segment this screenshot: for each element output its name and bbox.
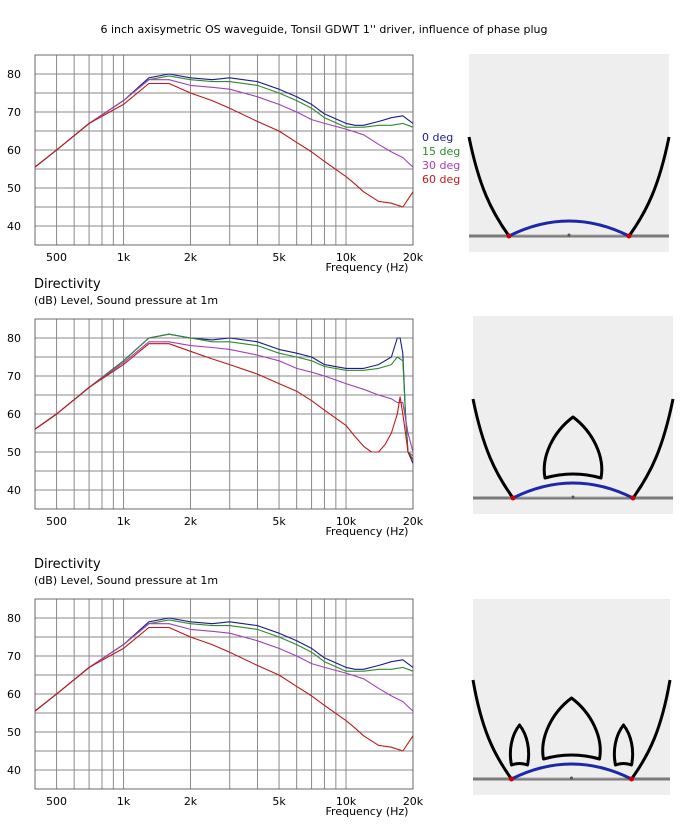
waveguide-wall-left xyxy=(471,679,513,780)
legend-item: 0 deg xyxy=(422,131,453,144)
series-group xyxy=(34,73,414,208)
dome-edge-left xyxy=(510,495,516,501)
x-axis-label: Frequency (Hz) xyxy=(326,525,409,538)
y-tick-label: 80 xyxy=(7,68,21,81)
dome-edge-right xyxy=(626,233,632,239)
x-tick-label: 20k xyxy=(403,795,424,808)
legend-item: 30 deg xyxy=(422,159,460,172)
y-tick-label: 70 xyxy=(7,650,21,663)
dome-edge-left xyxy=(506,233,512,239)
series-group xyxy=(34,333,414,464)
waveguide-diagram-3 xyxy=(471,599,672,795)
x-tick-label: 500 xyxy=(46,251,67,264)
series-group xyxy=(34,617,414,752)
series-line-60-deg xyxy=(34,343,414,460)
x-tick-label: 2k xyxy=(184,515,198,528)
waveguide-wall-right xyxy=(627,136,671,237)
y-tick-label: 80 xyxy=(7,612,21,625)
x-tick-label: 2k xyxy=(184,795,198,808)
x-tick-label: 5k xyxy=(272,795,286,808)
grid xyxy=(35,55,413,245)
diagram-background xyxy=(469,54,669,252)
y-tick-label: 40 xyxy=(7,484,21,497)
dome-edge-right xyxy=(630,495,636,501)
panel-subtitle: (dB) Level, Sound pressure at 1m xyxy=(34,294,218,307)
dome-edge-left xyxy=(509,776,514,782)
diaphragm-dome xyxy=(512,481,634,500)
y-tick-label: 60 xyxy=(7,408,21,421)
y-tick-label: 60 xyxy=(7,688,21,701)
x-tick-label: 1k xyxy=(117,795,131,808)
x-tick-label: 10k xyxy=(336,795,357,808)
center-point xyxy=(567,233,571,237)
y-tick-label: 50 xyxy=(7,446,21,459)
y-tick-label: 40 xyxy=(7,764,21,777)
x-tick-label: 500 xyxy=(46,515,67,528)
center-point xyxy=(571,495,575,499)
phase-plug-left xyxy=(508,723,531,767)
x-tick-label: 20k xyxy=(403,515,424,528)
legend-item: 15 deg xyxy=(422,145,460,158)
waveguide-wall-right xyxy=(631,398,675,499)
series-line-15-deg xyxy=(34,333,414,457)
series-line-60-deg xyxy=(34,626,414,752)
waveguide-wall-left xyxy=(471,398,515,499)
grid xyxy=(35,319,413,509)
y-tick-label: 40 xyxy=(7,220,21,233)
phase-plug-center xyxy=(541,696,602,761)
x-axis-label: Frequency (Hz) xyxy=(326,805,409,818)
x-tick-label: 10k xyxy=(336,515,357,528)
x-tick-label: 5k xyxy=(272,515,286,528)
chart-panel-3: Directivity (dB) Level, Sound pressure at… xyxy=(7,557,424,818)
dome-edge-right xyxy=(629,776,634,782)
waveguide-wall-right xyxy=(630,679,672,780)
chart-panel-2: Directivity (dB) Level, Sound pressure at… xyxy=(7,277,424,538)
legend-item: 60 deg xyxy=(422,173,460,186)
series-line-30-deg xyxy=(34,341,414,453)
plot-frame xyxy=(34,54,414,246)
x-tick-label: 500 xyxy=(46,795,67,808)
diaphragm-dome xyxy=(510,762,633,781)
x-tick-label: 10k xyxy=(336,251,357,264)
waveguide-diagram-2 xyxy=(471,316,675,514)
series-line-60-deg xyxy=(34,82,414,208)
panel-subtitle: (dB) Level, Sound pressure at 1m xyxy=(34,574,218,587)
x-tick-label: 5k xyxy=(272,251,286,264)
y-tick-label: 70 xyxy=(7,370,21,383)
diagram-background xyxy=(473,316,673,514)
x-tick-label: 20k xyxy=(403,251,424,264)
center-point xyxy=(570,776,573,780)
panel-title: Directivity xyxy=(34,277,101,292)
y-tick-label: 70 xyxy=(7,106,21,119)
panel-title: Directivity xyxy=(34,557,101,572)
series-line-30-deg xyxy=(34,79,414,168)
y-tick-label: 50 xyxy=(7,726,21,739)
diaphragm-dome xyxy=(508,219,630,238)
phase-plug-center xyxy=(542,415,604,480)
waveguide-wall-left xyxy=(467,136,511,237)
grid xyxy=(35,599,413,789)
x-tick-label: 1k xyxy=(117,251,131,264)
y-tick-label: 60 xyxy=(7,144,21,157)
x-tick-label: 2k xyxy=(184,251,198,264)
plot-frame xyxy=(34,318,414,510)
series-line-30-deg xyxy=(34,623,414,712)
waveguide-diagram-1 xyxy=(467,54,671,252)
plot-frame xyxy=(34,598,414,790)
figure-title: 6 inch axisymetric OS waveguide, Tonsil … xyxy=(100,23,547,36)
y-tick-label: 80 xyxy=(7,332,21,345)
y-tick-label: 50 xyxy=(7,182,21,195)
phase-plug-right xyxy=(612,723,635,767)
x-axis-label: Frequency (Hz) xyxy=(326,261,409,274)
x-tick-label: 1k xyxy=(117,515,131,528)
